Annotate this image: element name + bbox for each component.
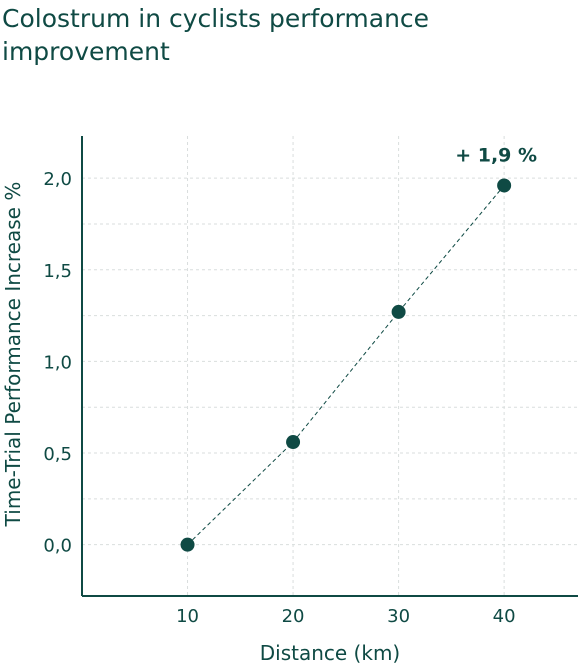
y-axis-label: Time-Trial Performance Increase %	[1, 182, 25, 528]
x-tick-label: 20	[282, 606, 305, 627]
y-tick-labels: 0,0 0,5 1,0 1,5 2,0	[43, 169, 72, 557]
y-tick-label: 1,0	[43, 352, 72, 373]
series-connector-line	[187, 185, 505, 546]
x-tick-labels: 10 20 30 40	[176, 606, 516, 627]
peak-annotation: + 1,9 %	[455, 144, 537, 166]
y-tick-label: 0,0	[43, 536, 72, 557]
data-point	[497, 178, 512, 193]
grid-lines	[82, 136, 578, 596]
data-points	[180, 178, 512, 552]
data-point	[180, 537, 195, 552]
data-point	[286, 435, 301, 450]
y-tick-label: 2,0	[43, 169, 72, 190]
chart-title: Colostrum in cyclists performance improv…	[2, 4, 430, 66]
data-point	[391, 304, 406, 319]
x-tick-label: 40	[493, 606, 516, 627]
x-tick-label: 10	[176, 606, 199, 627]
x-tick-label: 30	[387, 606, 410, 627]
y-tick-label: 1,5	[43, 261, 72, 282]
y-tick-label: 0,5	[43, 444, 72, 465]
x-axis-label: Distance (km)	[260, 641, 400, 664]
